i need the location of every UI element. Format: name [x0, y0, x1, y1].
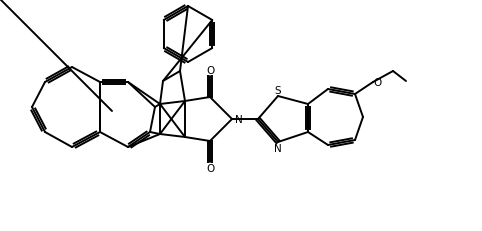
Text: O: O [373, 78, 381, 88]
Text: O: O [206, 163, 214, 173]
Text: N: N [274, 143, 282, 153]
Text: S: S [275, 86, 281, 96]
Text: O: O [206, 66, 214, 76]
Text: N: N [235, 115, 243, 125]
